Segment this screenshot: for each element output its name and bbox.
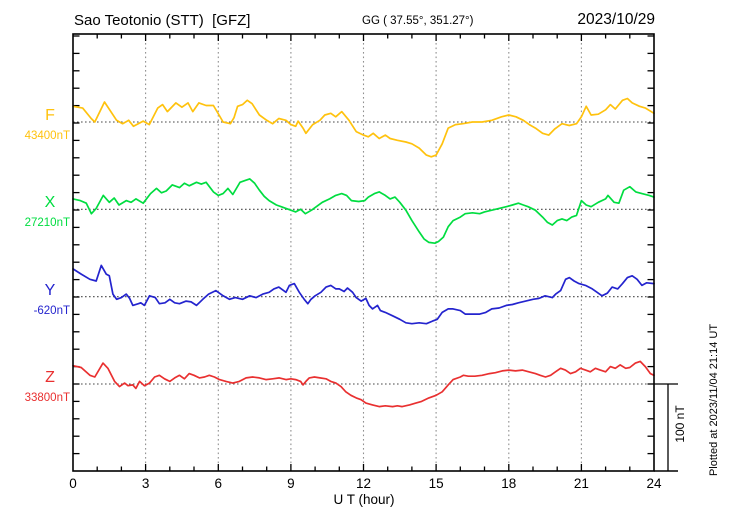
geographic-coords-label: GG ( 37.55°, 351.27°) — [362, 15, 474, 27]
x-tick-label-21: 21 — [573, 476, 589, 491]
scale-bar-label: 100 nT — [673, 405, 687, 443]
trace-letter-Y: Y — [44, 281, 56, 299]
trace-letter-Z: Z — [45, 369, 55, 386]
page-title: Sao Teotonio (STT) [GFZ] — [74, 12, 251, 29]
plot-date: 2023/10/29 — [577, 11, 655, 28]
x-tick-label-15: 15 — [428, 476, 444, 491]
trace-letter-F: F — [45, 107, 55, 124]
x-tick-label-9: 9 — [287, 476, 295, 491]
plot-frame — [72, 33, 655, 472]
trace-F — [72, 97, 655, 158]
trace-baseline-value-Z: 33800nT — [24, 392, 70, 404]
x-tick-label-6: 6 — [214, 476, 222, 491]
trace-baseline-value-X: 27210nT — [24, 217, 70, 230]
trace-baseline-value-F: 43400nT — [24, 130, 70, 142]
trace-X — [72, 178, 655, 245]
trace-letter-X: X — [44, 194, 56, 212]
plotted-at-note: Plotted at 2023/11/04 21:14 UT — [708, 323, 720, 477]
x-axis-title: U T (hour) — [333, 492, 395, 507]
x-tick-label-18: 18 — [501, 476, 517, 491]
trace-Y — [72, 264, 655, 325]
trace-Z — [72, 360, 655, 408]
x-tick-label-0: 0 — [69, 476, 77, 491]
x-tick-label-3: 3 — [141, 476, 150, 491]
x-tick-label-12: 12 — [355, 476, 372, 491]
trace-baseline-value-Y: -620nT — [33, 304, 70, 317]
x-tick-label-24: 24 — [646, 476, 662, 491]
